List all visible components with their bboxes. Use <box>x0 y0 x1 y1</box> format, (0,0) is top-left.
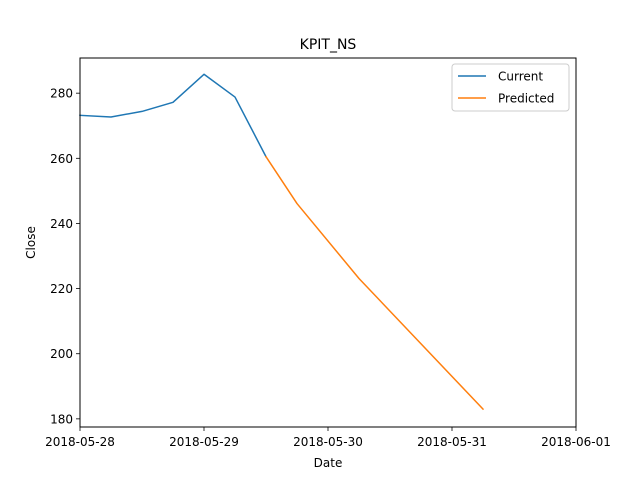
x-axis-label: Date <box>314 456 343 470</box>
series-line-predicted <box>264 155 485 411</box>
y-tick-label: 200 <box>50 347 73 361</box>
y-axis: 180 200 220 240 260 280 <box>50 87 80 426</box>
legend: Current Predicted <box>451 63 570 112</box>
y-tick-label: 180 <box>50 412 73 426</box>
x-tick-label: 2018-06-01 <box>541 435 611 449</box>
series-line-current <box>79 73 268 158</box>
plot-lines <box>79 73 485 411</box>
x-tick-label: 2018-05-29 <box>169 435 239 449</box>
y-tick-label: 240 <box>50 217 73 231</box>
x-tick-label: 2018-05-30 <box>293 435 363 449</box>
y-axis-label: Close <box>24 226 38 259</box>
chart-title: KPIT_NS <box>300 37 357 53</box>
x-tick-label: 2018-05-31 <box>417 435 487 449</box>
x-tick-label: 2018-05-28 <box>45 435 115 449</box>
y-tick-label: 220 <box>50 282 73 296</box>
y-tick-label: 280 <box>50 87 73 101</box>
legend-label-current: Current <box>498 70 543 84</box>
x-axis: 2018-05-28 2018-05-29 2018-05-30 2018-05-31… <box>45 427 611 449</box>
legend-label-predicted: Predicted <box>498 92 554 106</box>
y-tick-label: 260 <box>50 152 73 166</box>
